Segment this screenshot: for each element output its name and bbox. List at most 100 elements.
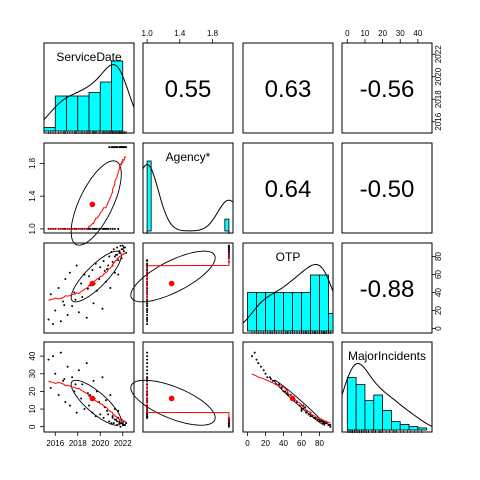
data-point [71, 305, 74, 307]
correlation-ellipse [70, 250, 122, 303]
data-point [146, 351, 149, 354]
axis-tick-label: 2020 [91, 439, 109, 448]
correlation-value: -0.50 [360, 176, 415, 203]
data-point [146, 378, 149, 381]
data-point [92, 302, 95, 305]
axis-tick-label: 1.4 [28, 190, 37, 202]
axis-tick-label: 40 [28, 351, 37, 360]
data-point [120, 248, 123, 251]
data-point [108, 255, 111, 258]
data-point [146, 413, 149, 416]
data-point [59, 351, 62, 354]
axis-tick-label: 0 [245, 439, 250, 448]
histogram-servicedate [43, 60, 135, 134]
correlation-ellipse [70, 160, 122, 246]
data-point [77, 369, 80, 372]
axis-tick-label: 1.8 [28, 157, 37, 169]
data-point [113, 418, 116, 421]
data-point [47, 318, 50, 321]
scatter-panel-2-1 [130, 244, 230, 325]
axis-tick-label: 2022 [434, 45, 443, 63]
mean-point [89, 201, 96, 208]
histogram-otp [242, 264, 334, 334]
data-point [262, 369, 265, 372]
data-point [68, 271, 71, 274]
data-point [86, 287, 89, 290]
data-point [109, 393, 112, 396]
correlation-ellipse [130, 250, 216, 303]
data-point [64, 278, 67, 280]
data-point [113, 227, 116, 230]
data-point [146, 316, 149, 319]
data-point [52, 355, 54, 358]
data-point [146, 416, 149, 419]
data-point [146, 376, 149, 379]
data-point [122, 250, 125, 253]
panel-frame-3-3 [341, 341, 433, 433]
data-point [146, 369, 149, 372]
axis-tick-label: 20 [28, 386, 37, 395]
data-point [227, 248, 230, 251]
data-point [119, 425, 122, 428]
scatter-panel-3-1 [130, 351, 230, 428]
axis-tick-label: 10 [360, 29, 369, 38]
correlation-value: 0.64 [265, 176, 312, 203]
histogram-bar [283, 292, 293, 332]
data-point [111, 415, 114, 418]
data-point [49, 293, 52, 296]
data-point [93, 227, 96, 230]
data-point [101, 307, 104, 310]
data-point [74, 298, 77, 301]
data-point [99, 266, 102, 269]
data-point [122, 146, 125, 149]
data-point [257, 362, 260, 365]
axis-tick-label: 40 [279, 439, 288, 448]
data-point [57, 287, 60, 289]
data-point [146, 415, 149, 418]
data-point [119, 244, 122, 247]
axis-tick-label: 60 [434, 270, 443, 279]
axis-tick-label: 1.8 [207, 29, 219, 38]
histogram-bar [292, 292, 302, 332]
data-point [52, 323, 54, 325]
data-point [109, 287, 112, 289]
mean-point [168, 395, 175, 402]
correlation-value: -0.56 [360, 76, 415, 103]
data-point [73, 291, 76, 294]
data-point [106, 409, 108, 412]
data-point [80, 397, 83, 400]
axis-tick-label: 40 [413, 29, 422, 38]
data-point [118, 146, 121, 149]
panel-frame-1-1 [142, 142, 234, 234]
variable-label-3: MajorIncidents [348, 349, 426, 363]
correlation-ellipse [70, 379, 122, 426]
panel-frame-1-3 [341, 142, 433, 234]
data-point [122, 423, 125, 426]
data-point [62, 379, 65, 382]
data-point [251, 355, 253, 358]
data-point [117, 227, 120, 230]
data-point [146, 307, 149, 310]
histogram-agency [142, 160, 234, 234]
data-point [108, 146, 111, 149]
data-point [88, 275, 90, 278]
data-point [64, 401, 67, 403]
variable-label-2: OTP [276, 250, 301, 264]
data-point [255, 358, 258, 361]
data-point [117, 273, 120, 276]
data-point [108, 420, 111, 423]
data-point [47, 358, 50, 361]
data-point [146, 311, 149, 314]
variable-label-1: Agency* [166, 150, 211, 164]
histogram-bar [265, 292, 275, 332]
axis-tick-label: 80 [315, 439, 324, 448]
axis-tick-label: 1.0 [142, 29, 154, 38]
data-point [146, 302, 149, 305]
data-point [57, 393, 60, 396]
data-point [91, 269, 94, 271]
histogram-bar [224, 218, 230, 232]
data-point [227, 246, 230, 249]
data-point [253, 351, 256, 354]
density-curve [242, 264, 334, 324]
data-point [54, 372, 57, 375]
